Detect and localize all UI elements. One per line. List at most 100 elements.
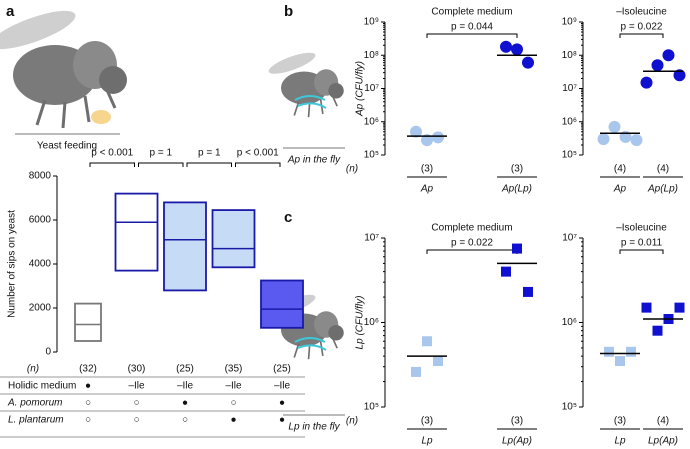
bracket [186, 162, 232, 167]
point [651, 59, 664, 72]
point [410, 125, 422, 138]
point [501, 266, 511, 277]
p-value: p = 0.022 [621, 22, 663, 33]
n-label: (25) [273, 364, 291, 375]
y-tick-label: 10⁶ [364, 116, 379, 127]
n-label: (n) [27, 364, 39, 375]
n-label: (4) [657, 164, 669, 175]
y-axis-label: Lp (CFU/fly) [355, 296, 366, 350]
y-tick-label: 10⁵ [562, 150, 577, 161]
y-tick-label: 10⁷ [562, 233, 577, 244]
y-axis-label: Number of sips on yeast [7, 210, 18, 318]
chart-title: –Isoleucine [616, 7, 667, 18]
y-tick-label: 10⁷ [364, 233, 379, 244]
chart-title: Complete medium [431, 223, 512, 234]
chart-title: –Isoleucine [616, 223, 667, 234]
y-tick-label: 10⁶ [562, 116, 577, 127]
table-cell: ○ [85, 415, 91, 426]
y-tick-label: 10⁵ [364, 402, 379, 413]
box [163, 201, 207, 292]
y-tick-label: 0 [45, 347, 51, 358]
y-tick-label: 6000 [29, 215, 52, 226]
n-label: (3) [421, 164, 433, 175]
table-cell: ○ [230, 398, 236, 409]
n-label: (3) [511, 416, 523, 427]
bracket [426, 249, 518, 254]
caption: Yeast feeding [37, 141, 97, 152]
point [512, 243, 522, 254]
table-cell: –Ile [225, 381, 242, 392]
row-label: Holidic medium [8, 381, 76, 392]
x-tick-label: Ap [613, 184, 627, 195]
bracket [89, 162, 135, 167]
y-tick-label: 10⁸ [562, 50, 577, 61]
point [652, 325, 663, 336]
x-tick-label: Ap(Lp) [647, 184, 678, 195]
y-tick-label: 10⁸ [364, 50, 379, 61]
x-tick-label: Ap [420, 184, 434, 195]
illustration [0, 1, 345, 416]
n-label: (30) [128, 364, 146, 375]
bracket [138, 162, 184, 167]
point [674, 302, 685, 313]
point [411, 366, 421, 377]
y-tick-label: 2000 [29, 303, 52, 314]
p-value: p < 0.001 [91, 148, 133, 159]
n-label: (3) [421, 416, 433, 427]
n-label: (4) [614, 164, 626, 175]
y-tick-label: 10⁹ [364, 17, 379, 28]
n-label: (25) [176, 364, 194, 375]
point [626, 346, 636, 357]
bracket [619, 249, 664, 254]
point [608, 120, 621, 133]
point [640, 76, 653, 89]
table-cell: –Ile [274, 381, 291, 392]
y-tick-label: 10⁵ [364, 150, 379, 161]
table-cell: ○ [133, 398, 139, 409]
y-tick-label: 4000 [29, 259, 52, 270]
table-cell: ○ [133, 415, 139, 426]
point [662, 49, 675, 62]
bracket [235, 162, 281, 167]
caption: Lp in the fly [288, 422, 340, 433]
chart-title: Complete medium [431, 7, 512, 18]
point [522, 56, 534, 69]
p-value: p = 0.044 [451, 22, 493, 33]
p-value: p = 1 [149, 148, 172, 159]
p-value: p < 0.001 [237, 148, 279, 159]
table-cell: –Ile [177, 381, 194, 392]
y-tick-label: 10⁵ [562, 402, 577, 413]
x-tick-label: Lp [421, 436, 433, 447]
table-cell: ● [279, 415, 285, 426]
point [500, 40, 512, 53]
panel-label: c [284, 209, 292, 226]
x-tick-label: Lp(Ap) [502, 436, 532, 447]
row-label: A. pomorum [7, 398, 62, 409]
x-tick-label: Lp [614, 436, 626, 447]
row-label: L. plantarum [8, 415, 64, 426]
y-tick-label: 8000 [29, 171, 52, 182]
bracket [619, 33, 664, 38]
point [421, 134, 433, 147]
panel-label: a [6, 3, 15, 20]
point [523, 286, 533, 297]
table-cell: ○ [182, 415, 188, 426]
y-tick-label: 10⁷ [364, 83, 379, 94]
table-cell: ● [279, 398, 285, 409]
n-label: (3) [511, 164, 523, 175]
point [641, 302, 652, 313]
n-label: (n) [346, 164, 358, 175]
table-cell: –Ile [128, 381, 145, 392]
y-tick-label: 10⁶ [562, 317, 577, 328]
panel-label: b [284, 3, 293, 20]
n-label: (n) [346, 416, 358, 427]
point [432, 131, 444, 144]
point [511, 43, 523, 56]
n-label: (3) [614, 416, 626, 427]
caption: Ap in the fly [287, 155, 341, 166]
box [74, 302, 102, 342]
table-cell: ○ [85, 398, 91, 409]
y-tick-label: 10⁷ [562, 83, 577, 94]
n-label: (4) [657, 416, 669, 427]
